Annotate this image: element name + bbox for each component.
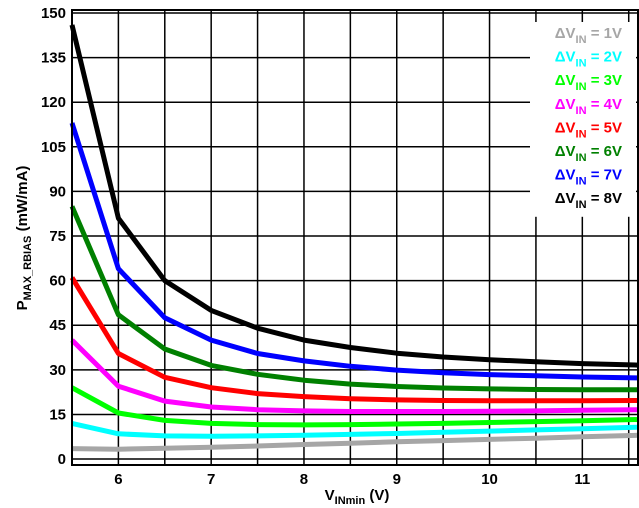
x-tick-label: 6 xyxy=(114,471,122,488)
y-axis-title-unit: (mW/mA) xyxy=(14,166,31,236)
legend-entry-sub: IN xyxy=(576,58,587,70)
x-axis-title-sub: INmin xyxy=(335,495,366,507)
series-line-3 xyxy=(70,385,639,428)
y-axis-title-sub: MAX_RBIAS xyxy=(22,236,34,301)
x-axis-title-main: V xyxy=(325,487,335,504)
y-tick-label: 30 xyxy=(49,362,66,379)
legend-entry: ΔVIN = 2V xyxy=(555,49,622,70)
legend-entry-sub: IN xyxy=(576,199,587,211)
legend-entry: ΔVIN = 3V xyxy=(555,72,622,93)
series-layer xyxy=(69,24,639,452)
legend-entry-tail: = 1V xyxy=(587,25,622,42)
y-tick-label: 45 xyxy=(49,317,66,334)
y-tick-label: 75 xyxy=(49,228,66,245)
x-tick-label: 10 xyxy=(481,471,498,488)
legend-entry-sub: IN xyxy=(576,128,587,140)
legend-entry-main: ΔV xyxy=(555,167,576,184)
series-line-2 xyxy=(71,420,639,439)
legend-entry-main: ΔV xyxy=(555,96,576,113)
x-tick-label: 7 xyxy=(207,471,215,488)
series-line-4 xyxy=(70,338,639,414)
legend-entry-tail: = 7V xyxy=(587,167,622,184)
y-axis-title: PMAX_RBIAS (mW/mA) xyxy=(14,166,34,311)
y-tick-labels: 0 15 30 45 60 75 90 105 120 135 150 xyxy=(41,5,66,468)
legend-entry: ΔVIN = 6V xyxy=(555,143,622,164)
legend-entry: ΔVIN = 7V xyxy=(555,167,622,188)
x-tick-label: 8 xyxy=(300,471,308,488)
legend-entry-sub: IN xyxy=(576,105,587,117)
series-line-5 xyxy=(69,276,639,404)
y-axis-title-main: P xyxy=(14,300,31,310)
legend-entry-sub: IN xyxy=(576,152,587,164)
legend-entry-sub: IN xyxy=(576,34,587,46)
legend-entry-tail: = 4V xyxy=(587,96,622,113)
legend-entry-tail: = 8V xyxy=(587,190,622,207)
y-tick-label: 90 xyxy=(49,183,66,200)
x-tick-label: 11 xyxy=(574,471,590,488)
legend-entry-main: ΔV xyxy=(555,143,576,160)
legend-entry-tail: = 3V xyxy=(587,72,622,89)
y-tick-label: 150 xyxy=(41,5,66,22)
series-line-6 xyxy=(69,205,638,393)
x-tick-labels: 6 7 8 9 10 11 xyxy=(114,471,590,488)
legend-entry-main: ΔV xyxy=(555,72,576,89)
y-tick-label: 120 xyxy=(41,94,66,111)
y-tick-label: 0 xyxy=(58,451,66,468)
legend-entry-tail: = 5V xyxy=(587,119,622,136)
x-axis-title-unit: (V) xyxy=(365,487,389,504)
y-tick-label: 135 xyxy=(41,50,66,67)
y-tick-label: 15 xyxy=(49,406,66,423)
legend-entry: ΔVIN = 4V xyxy=(555,96,622,117)
x-axis-title: VINmin (V) xyxy=(325,487,390,507)
legend-background xyxy=(530,22,636,217)
legend-entry-tail: = 6V xyxy=(587,143,622,160)
legend-entry-main: ΔV xyxy=(555,190,576,207)
legend-entry-main: ΔV xyxy=(555,49,576,66)
legend-entry: ΔVIN = 1V xyxy=(555,25,622,46)
legend-entry-sub: IN xyxy=(576,176,587,188)
legend-entry-main: ΔV xyxy=(555,119,576,136)
y-tick-label: 60 xyxy=(49,273,66,290)
legend-entry: ΔVIN = 8V xyxy=(555,190,622,211)
series-line-7 xyxy=(69,122,639,381)
series-line-8 xyxy=(69,24,639,368)
legend-entry: ΔVIN = 5V xyxy=(555,119,622,140)
x-tick-label: 9 xyxy=(393,471,401,488)
y-tick-label: 105 xyxy=(41,139,66,156)
legend-entry-tail: = 2V xyxy=(587,49,622,66)
series-line-1 xyxy=(71,432,639,452)
legend-entry-main: ΔV xyxy=(555,25,576,42)
plot-frame xyxy=(71,9,639,466)
legend-entry-sub: IN xyxy=(576,81,587,93)
